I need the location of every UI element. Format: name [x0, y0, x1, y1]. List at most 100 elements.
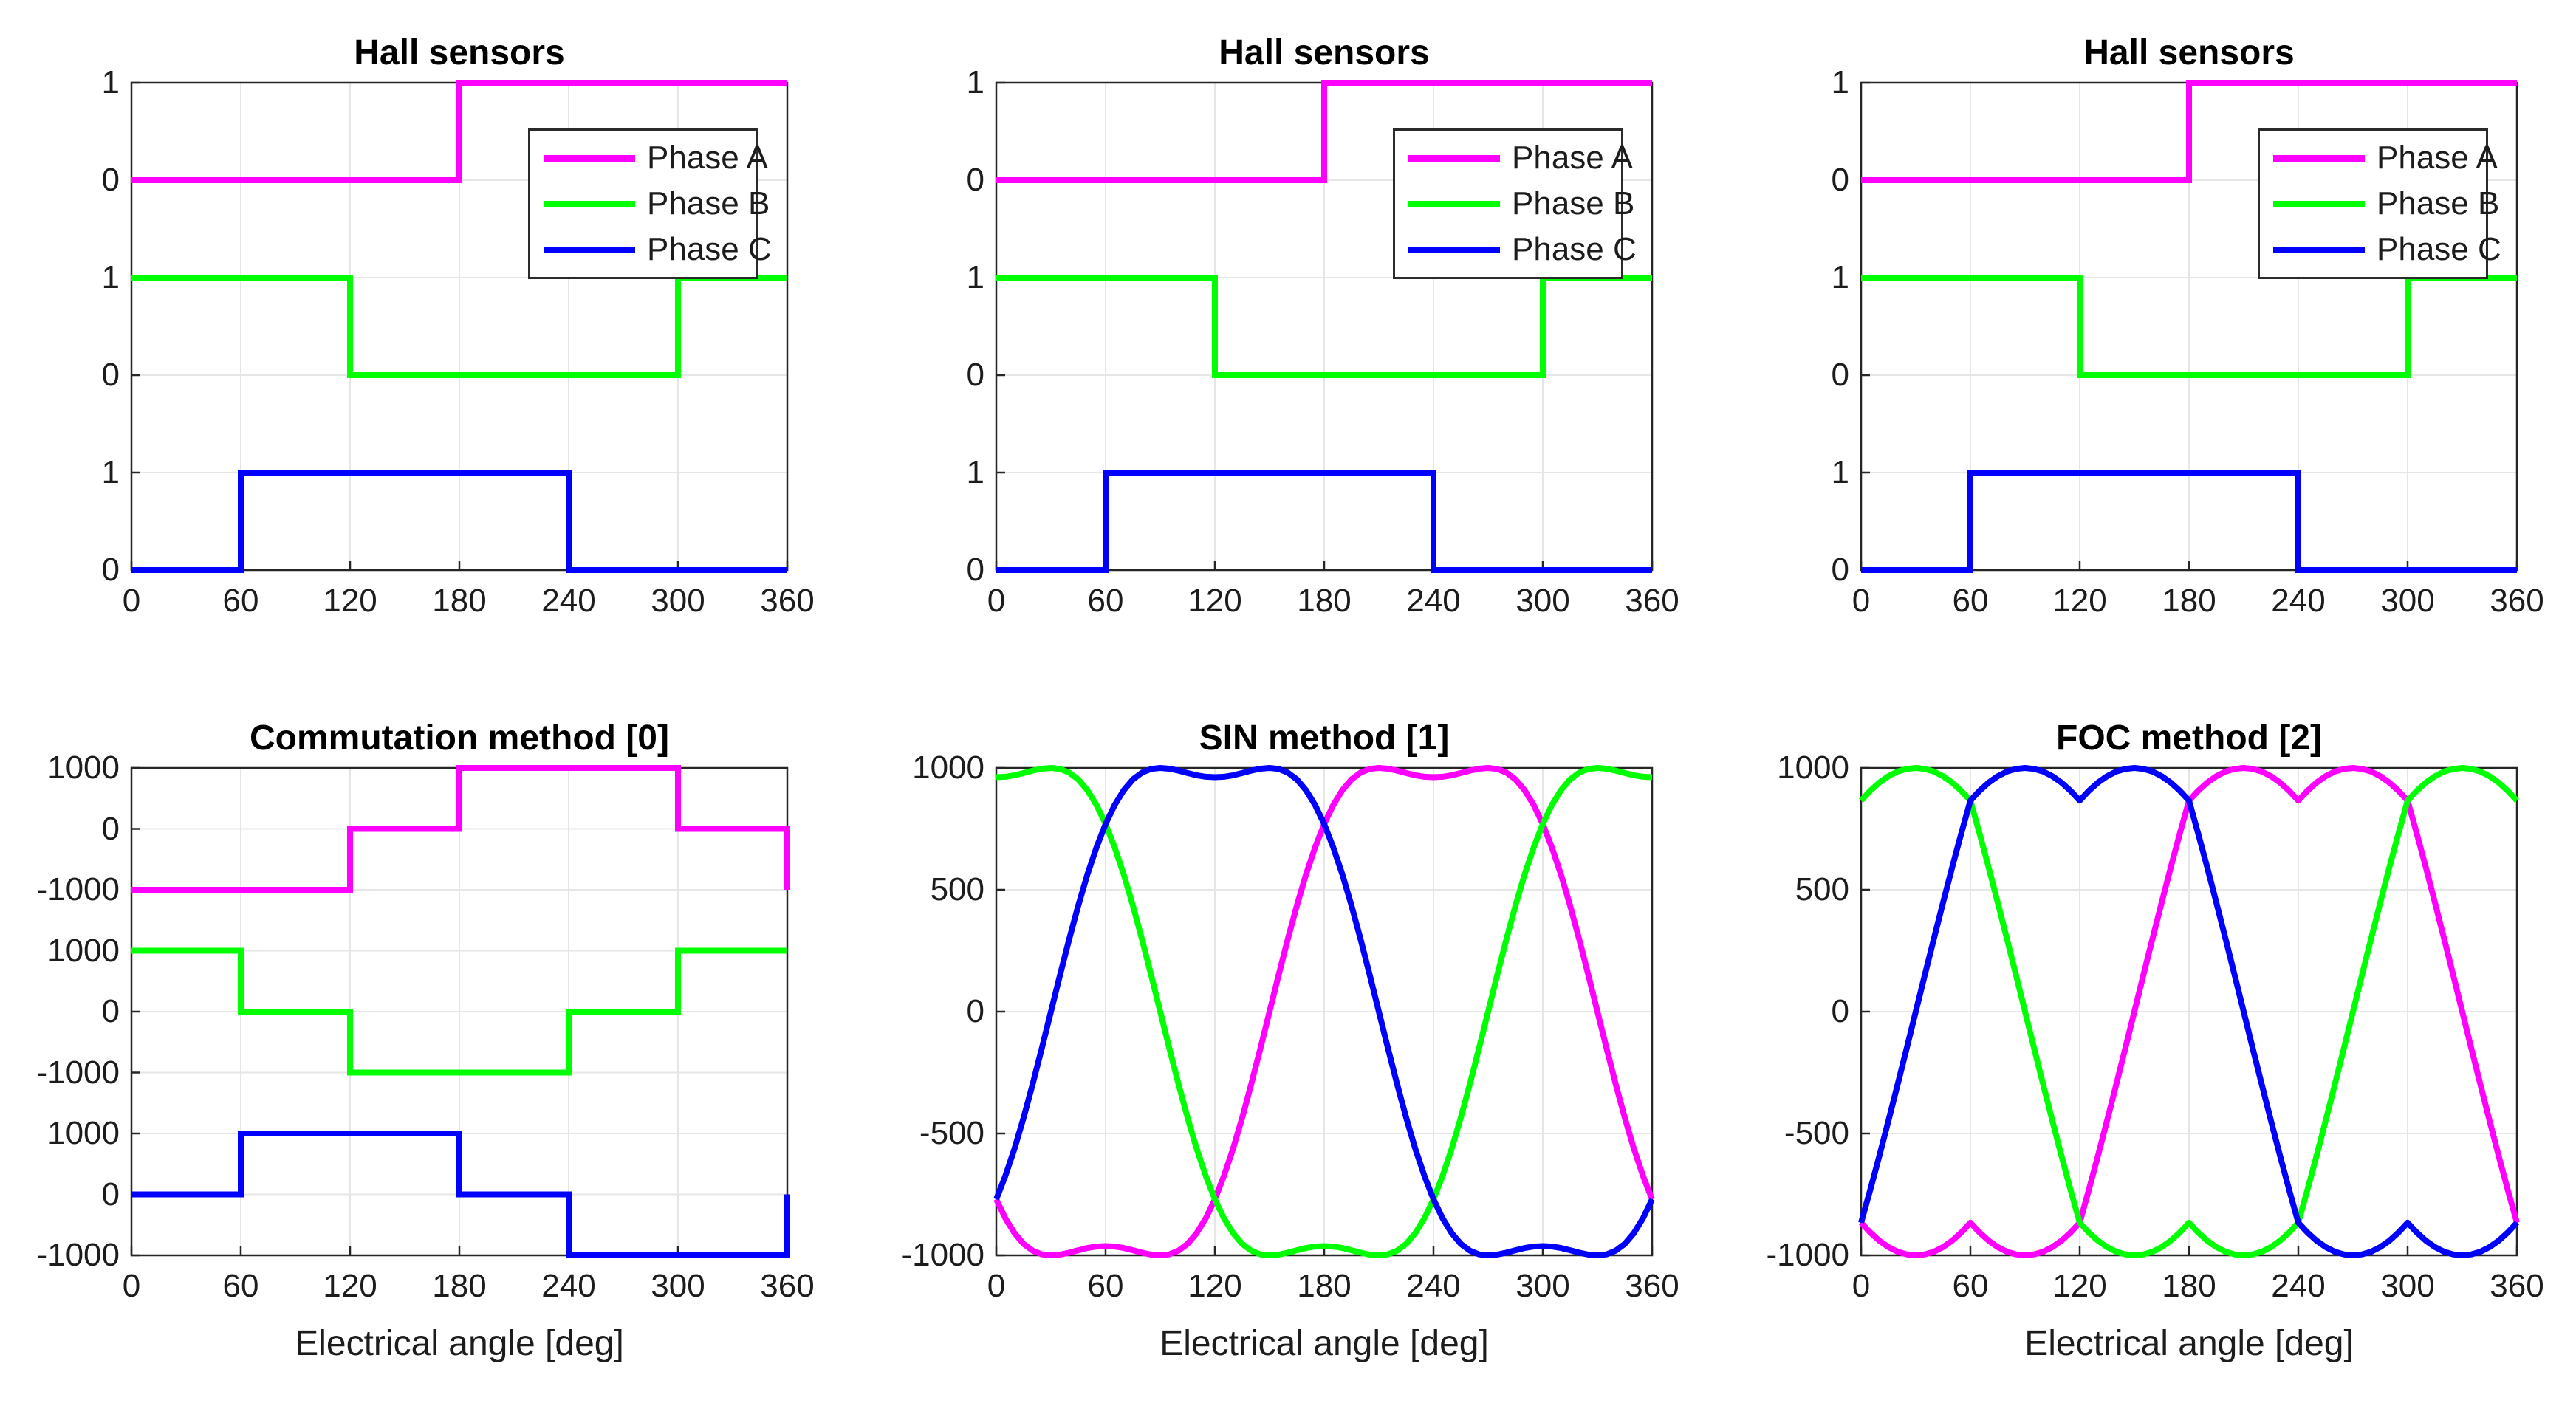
phase-a-line	[131, 765, 790, 893]
phase-c-line	[1861, 470, 2517, 573]
y-tick-label: 1	[966, 454, 984, 490]
y-tick-label: 1	[1831, 259, 1849, 295]
x-tick-label: 0	[1852, 1268, 1871, 1304]
x-axis-label: Electrical angle [deg]	[1159, 1324, 1489, 1363]
y-tick-label: 1	[1831, 454, 1849, 490]
y-tick-label: 1	[101, 259, 120, 295]
y-tick-label: 0	[1831, 357, 1849, 393]
x-tick-label: 60	[1087, 1268, 1124, 1304]
legend-line-swatch	[2273, 154, 2365, 162]
x-tick-label: 0	[122, 583, 141, 619]
legend-line-swatch	[1408, 200, 1500, 207]
x-axis-label: Electrical angle [deg]	[2024, 1324, 2354, 1363]
x-tick-label: 180	[1297, 1268, 1352, 1304]
x-tick-label: 360	[2490, 1268, 2544, 1304]
legend: Phase A Phase B Phase C	[2258, 128, 2501, 279]
axes-commutation-method	[130, 765, 790, 1258]
y-tick-label: -1000	[36, 1054, 120, 1091]
subplot-title: Hall sensors	[1219, 33, 1430, 72]
y-tick-label: 1000	[47, 932, 120, 969]
legend-entry: Phase B	[2273, 181, 2499, 227]
subplot-title: Commutation method [0]	[250, 718, 669, 758]
legend-entry: Phase C	[1408, 227, 1637, 272]
x-tick-label: 360	[1625, 1268, 1679, 1304]
axes-foc-method	[1858, 765, 2520, 1258]
y-tick-label: 1	[966, 64, 984, 100]
legend-line-swatch	[544, 200, 635, 207]
legend-line-swatch	[2273, 200, 2365, 207]
y-tick-label: -1000	[36, 871, 120, 908]
legend-label: Phase A	[2377, 140, 2498, 176]
x-tick-label: 240	[541, 1268, 596, 1304]
x-tick-label: 60	[1952, 1268, 1989, 1304]
y-tick-label: -1000	[36, 1237, 120, 1273]
y-tick-label: -500	[919, 1115, 984, 1151]
y-tick-label: 0	[101, 162, 120, 198]
legend-label: Phase C	[647, 231, 772, 267]
phase-a-line	[1861, 80, 2517, 183]
y-tick-label: 0	[1831, 552, 1849, 588]
x-tick-label: 180	[432, 583, 487, 619]
x-axis-label: Electrical angle [deg]	[295, 1324, 624, 1363]
x-tick-label: 300	[1515, 1268, 1570, 1304]
y-tick-label: -1000	[901, 1237, 984, 1273]
y-tick-label: 500	[1795, 871, 1849, 908]
x-tick-label: 180	[1297, 583, 1352, 619]
x-tick-label: 360	[2490, 583, 2544, 619]
y-tick-label: 1000	[912, 749, 984, 786]
x-tick-label: 60	[1087, 583, 1124, 619]
x-tick-label: 360	[1625, 583, 1679, 619]
y-tick-label: -1000	[1766, 1237, 1849, 1273]
legend-entry: Phase C	[544, 227, 772, 272]
y-tick-label: 500	[930, 871, 984, 908]
phase-b-line	[131, 947, 787, 1076]
x-tick-label: 60	[222, 1268, 259, 1304]
axis-tick-marks	[1860, 766, 2518, 1257]
x-tick-label: 300	[1515, 583, 1570, 619]
x-tick-label: 0	[987, 583, 1006, 619]
legend: Phase A Phase B Phase C	[528, 128, 772, 279]
legend-line-swatch	[544, 154, 635, 162]
x-tick-label: 360	[760, 1268, 815, 1304]
y-tick-label: 0	[101, 993, 120, 1029]
y-tick-label: 0	[966, 993, 984, 1029]
y-tick-label: 0	[101, 552, 120, 588]
x-tick-label: 0	[122, 1268, 141, 1304]
legend-entry: Phase A	[1408, 135, 1633, 181]
x-tick-label: 180	[2162, 1268, 2216, 1304]
subplot-title: SIN method [1]	[1199, 718, 1450, 758]
y-tick-label: 1	[966, 259, 984, 295]
legend-label: Phase B	[647, 185, 770, 222]
legend-label: Phase B	[1512, 185, 1635, 222]
legend: Phase A Phase B Phase C	[1393, 128, 1637, 279]
axes-sin-method	[993, 765, 1655, 1258]
y-tick-label: 0	[966, 357, 984, 393]
x-tick-label: 240	[541, 583, 596, 619]
y-tick-label: 1000	[1777, 749, 1849, 786]
x-tick-label: 240	[2271, 583, 2326, 619]
y-tick-label: 1000	[47, 749, 120, 786]
x-tick-label: 180	[432, 1268, 487, 1304]
legend-entry: Phase C	[2273, 227, 2501, 272]
phase-c-line	[1858, 765, 2519, 1258]
x-tick-label: 60	[1952, 583, 1989, 619]
y-tick-label: 1	[1831, 64, 1849, 100]
phase-c-line	[131, 470, 787, 573]
x-tick-label: 0	[1852, 583, 1871, 619]
x-tick-label: 60	[222, 583, 259, 619]
legend-line-swatch	[1408, 154, 1500, 162]
x-tick-label: 360	[760, 583, 815, 619]
phase-c-line	[996, 470, 1652, 573]
legend-label: Phase B	[2377, 185, 2500, 222]
y-tick-label: 0	[101, 1176, 120, 1212]
y-tick-label: 0	[101, 810, 120, 847]
legend-entry: Phase A	[2273, 135, 2498, 181]
y-tick-label: 0	[1831, 993, 1849, 1029]
y-tick-label: 0	[1831, 162, 1849, 198]
subplot-title: FOC method [2]	[2056, 718, 2322, 758]
y-tick-label: 1000	[47, 1115, 120, 1151]
legend-label: Phase C	[2377, 231, 2501, 267]
x-tick-label: 300	[2380, 583, 2435, 619]
x-tick-label: 120	[1188, 583, 1242, 619]
x-tick-label: 240	[2271, 1268, 2326, 1304]
